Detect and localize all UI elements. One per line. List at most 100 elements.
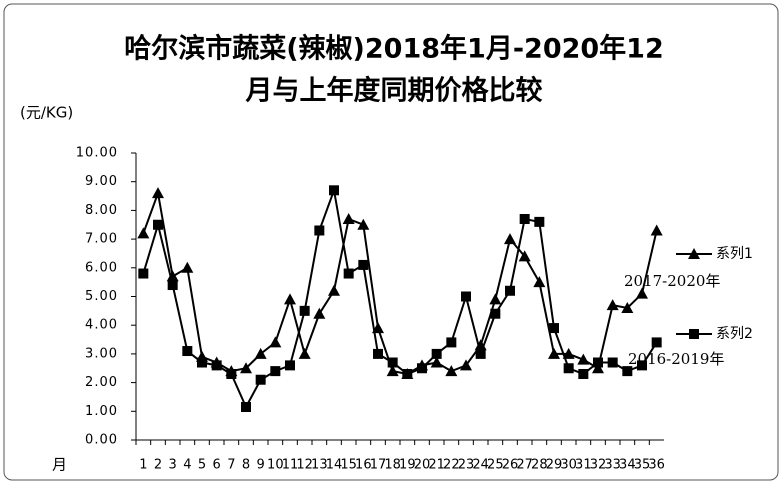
point [299,305,310,316]
point [490,308,501,319]
point [519,214,530,225]
point [285,360,295,371]
point [548,347,560,359]
point [358,259,369,270]
y-tick-label: 0.00 [85,433,118,448]
y-tick-label: 3.00 [85,346,118,361]
x-tick-label: 31 [575,458,592,473]
point [343,268,354,279]
point [621,301,634,313]
x-tick-label: 7 [227,458,235,473]
point [255,374,266,385]
point [445,365,458,377]
annotation: 2016-2019年 [628,350,724,368]
point [284,293,296,305]
point [357,218,370,230]
point [431,348,442,359]
x-tick-label: 24 [472,458,489,473]
point [622,366,633,377]
point [534,216,545,227]
x-tick-label: 16 [355,458,372,473]
point [153,219,163,230]
y-tick-label: 1.00 [85,404,118,419]
point [298,347,311,359]
legend-label: 系列1 [716,246,753,262]
x-tick-label: 15 [340,458,357,473]
y-tick-label: 6.00 [85,260,118,275]
point [211,360,222,371]
x-tick-label: 17 [370,458,387,473]
point [138,268,149,279]
point [607,357,618,368]
chart-title: 哈尔滨市蔬菜(辣椒)2018年1月-2020年12 [124,33,664,65]
x-tick-label: 2 [154,458,162,473]
x-tick-label: 34 [619,458,636,473]
point [166,270,179,282]
x-tick-label: 22 [443,458,460,473]
point [226,368,237,379]
x-tick-label: 10 [267,458,284,473]
chart-title: 月与上年度同期价格比较 [245,75,543,107]
x-axis-label: 月 [52,456,67,474]
point [313,307,326,319]
point [651,337,662,348]
point [636,287,648,299]
y-tick-label: 8.00 [85,203,118,218]
point [461,291,471,302]
point [475,348,486,359]
point [592,362,604,374]
point [270,366,281,377]
x-tick-label: 36 [648,458,665,473]
point [314,225,325,236]
annotation: 2017-2020年 [624,272,720,290]
x-tick-label: 25 [487,458,504,473]
x-tick-label: 12 [296,458,313,473]
point [328,284,340,296]
point [606,299,619,311]
x-tick-label: 33 [604,458,621,473]
point [504,233,516,245]
point [637,360,647,371]
point [593,357,603,368]
x-tick-label: 29 [546,458,563,473]
x-tick-label: 18 [384,458,401,473]
x-tick-label: 30 [560,458,577,473]
y-axis-label: (元/KG) [20,104,73,122]
x-tick-label: 6 [213,458,221,473]
point [446,337,457,348]
x-tick-label: 20 [414,458,431,473]
point [197,357,207,368]
point [167,280,178,291]
x-tick-label: 35 [634,458,651,473]
legend-marker [689,329,699,339]
point [152,187,164,199]
x-tick-label: 26 [502,458,519,473]
x-tick-label: 23 [458,458,475,473]
point [563,363,574,374]
y-tick-label: 10.00 [76,146,118,161]
point [578,368,589,379]
y-tick-label: 2.00 [85,375,118,390]
x-tick-label: 28 [531,458,548,473]
point [182,346,193,357]
point [387,357,398,368]
y-tick-label: 9.00 [85,174,118,189]
point [386,365,399,377]
x-tick-label: 8 [242,458,250,473]
x-tick-label: 3 [169,458,177,473]
x-tick-label: 13 [311,458,328,473]
x-tick-label: 19 [399,458,416,473]
point [254,347,267,359]
x-tick-label: 11 [282,458,299,473]
point [577,353,590,365]
point [137,227,150,239]
point [549,323,559,334]
x-tick-label: 32 [590,458,607,473]
legend-marker [688,248,700,259]
point [505,285,515,296]
point [417,363,427,374]
point [402,368,413,379]
y-tick-label: 7.00 [85,232,118,247]
point [489,293,502,305]
